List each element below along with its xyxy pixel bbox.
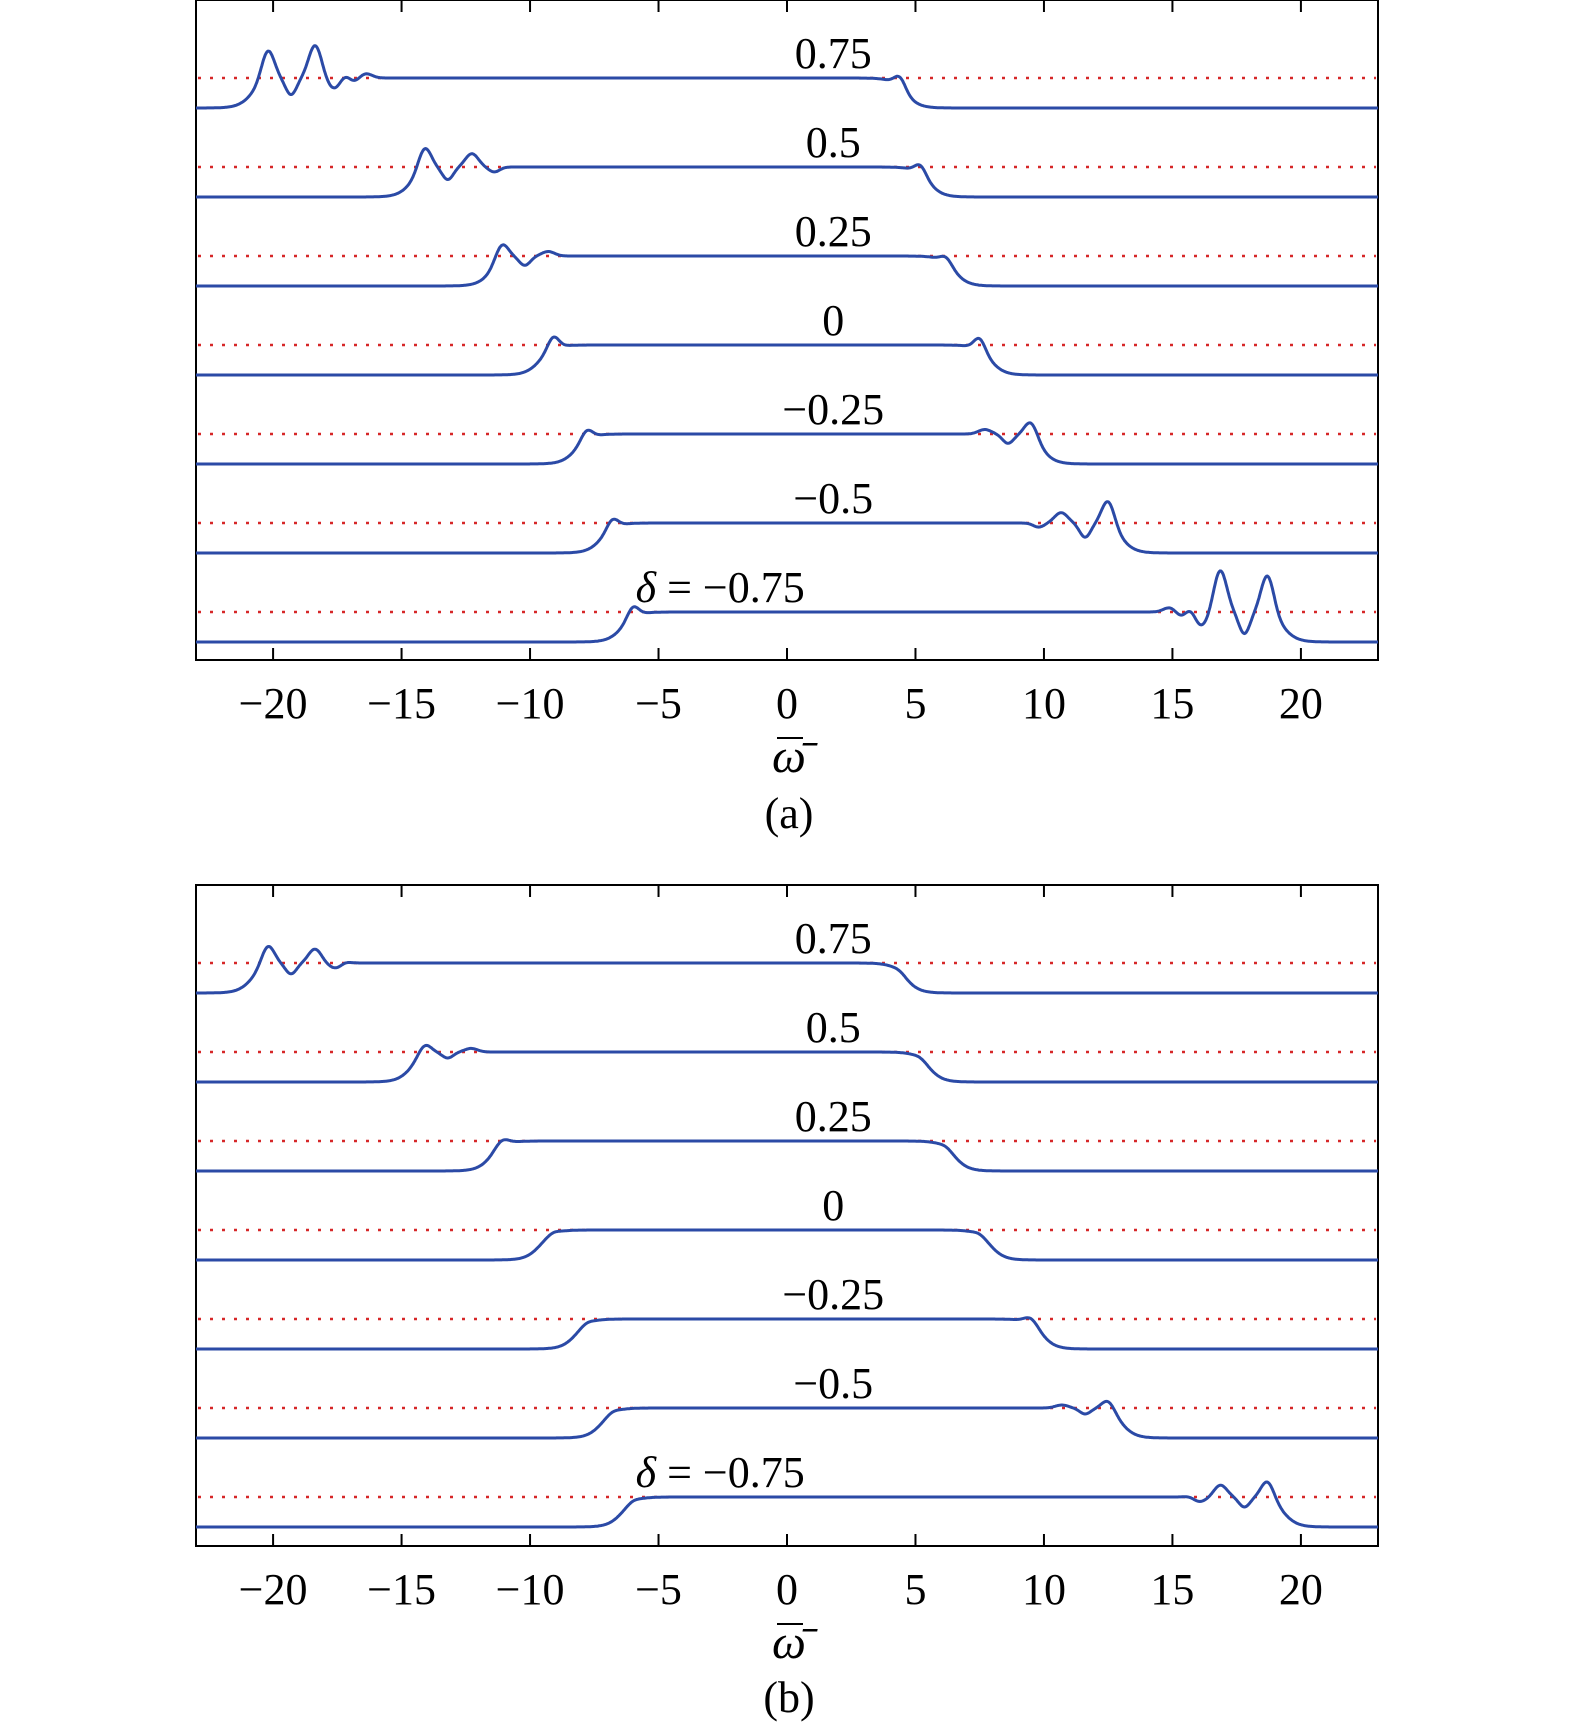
series-label: −0.5 — [793, 474, 873, 523]
x-tick-label: 0 — [776, 679, 798, 728]
series-label: 0.5 — [806, 118, 861, 167]
panel-b: −20 −15 −10 −5 0 5 10 15 20ω̄(b)0.750.50.250−0.2… — [195, 884, 1379, 1722]
x-tick-label: 10 — [1022, 679, 1066, 728]
axes-frame — [195, 0, 1379, 661]
x-tick-label: 10 — [1022, 1565, 1066, 1614]
series-line — [196, 421, 1378, 466]
series-line — [196, 569, 1378, 644]
series-line — [196, 1228, 1378, 1262]
series-label: δ = −0.75 — [636, 1448, 805, 1497]
series-line — [196, 44, 1378, 110]
x-tick-label: −20 — [239, 679, 308, 728]
series-label: 0 — [822, 1181, 844, 1230]
series-line — [196, 1399, 1378, 1440]
series-label: −0.25 — [782, 385, 884, 434]
series-label: 0.75 — [795, 29, 872, 78]
x-tick-label: 5 — [904, 1565, 926, 1614]
series-line — [196, 243, 1378, 288]
x-tick-label: 20 — [1279, 1565, 1323, 1614]
panel-caption: (a) — [765, 789, 814, 838]
panel-a: −20 −15 −10 −5 0 5 10 15 20ω̄(a)0.750.50.250−0.2… — [195, 0, 1379, 838]
series-label: −0.25 — [782, 1270, 884, 1319]
x-tick-label: 15 — [1150, 679, 1194, 728]
x-tick-label: −10 — [496, 1565, 565, 1614]
series-label: 0 — [822, 296, 844, 345]
series-label: 0.25 — [795, 1092, 872, 1141]
series-label: −0.5 — [793, 1359, 873, 1408]
series-label: δ = −0.75 — [636, 563, 805, 612]
series-label: 0.5 — [806, 1003, 861, 1052]
series-line — [196, 500, 1378, 555]
x-tick-label: −5 — [635, 1565, 682, 1614]
x-tick-label: 0 — [776, 1565, 798, 1614]
series-line — [196, 335, 1378, 377]
panel-caption: (b) — [763, 1673, 814, 1722]
x-tick-label: −15 — [367, 679, 436, 728]
x-tick-label: −10 — [496, 679, 565, 728]
series-line — [196, 1480, 1378, 1529]
series-line — [196, 1138, 1378, 1173]
series-label: 0.25 — [795, 207, 872, 256]
x-tick-label: 20 — [1279, 679, 1323, 728]
series-line — [196, 147, 1378, 199]
x-tick-label: 5 — [904, 679, 926, 728]
x-tick-label: −15 — [367, 1565, 436, 1614]
axes-frame — [195, 884, 1379, 1547]
series-line — [196, 944, 1378, 995]
x-tick-label: −5 — [635, 679, 682, 728]
x-tick-label: −20 — [239, 1565, 308, 1614]
series-line — [196, 1043, 1378, 1084]
series-line — [196, 1316, 1378, 1351]
x-tick-label: 15 — [1150, 1565, 1194, 1614]
series-label: 0.75 — [795, 914, 872, 963]
